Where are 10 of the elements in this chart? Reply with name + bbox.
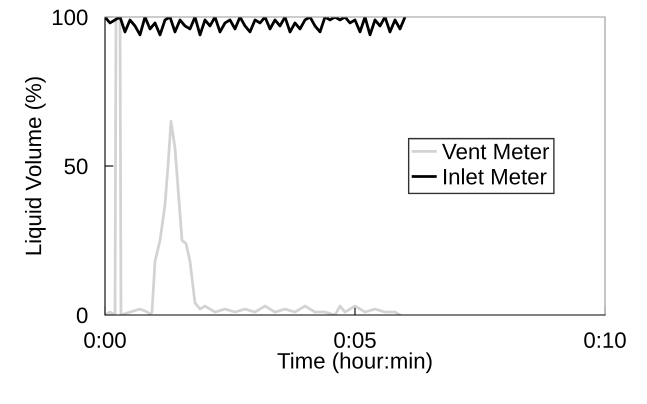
y-tick-label: 0 bbox=[76, 308, 88, 324]
legend-label: Inlet Meter bbox=[444, 168, 547, 185]
y-axis-title: Liquid Volume (%) bbox=[24, 77, 46, 254]
y-tick-label: 50 bbox=[64, 158, 88, 174]
legend-label: Vent Meter bbox=[442, 144, 550, 160]
x-axis-title: Time (hour:min) bbox=[278, 352, 432, 374]
x-tick-label: 0:10 bbox=[584, 332, 626, 348]
x-tick-label: 0:05 bbox=[334, 332, 376, 348]
y-tick-label: 100 bbox=[52, 10, 88, 26]
x-tick-label: 0:00 bbox=[84, 332, 126, 348]
